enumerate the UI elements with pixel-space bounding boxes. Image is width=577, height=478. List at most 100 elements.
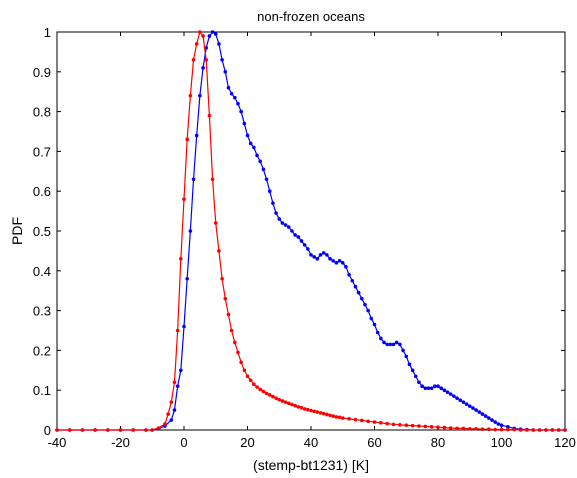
data-point	[118, 428, 123, 432]
data-point	[312, 409, 316, 414]
data-point	[274, 211, 278, 215]
data-point	[347, 417, 351, 421]
data-point	[80, 428, 85, 432]
data-point	[306, 247, 310, 251]
data-point	[340, 261, 345, 265]
data-point	[337, 415, 342, 420]
data-point	[360, 418, 364, 423]
data-point	[280, 221, 285, 225]
data-point	[372, 420, 377, 424]
data-point	[375, 330, 380, 335]
data-point	[156, 426, 161, 430]
data-point	[483, 414, 488, 418]
data-point	[436, 425, 440, 430]
data-point	[290, 402, 294, 407]
data-point	[233, 340, 237, 345]
data-point	[353, 284, 358, 289]
y-tick-label: 0.6	[33, 184, 51, 199]
data-point	[252, 145, 256, 150]
data-point	[293, 233, 297, 237]
x-axis: -40 -20 0 20 40 60 80 100 120	[48, 32, 576, 450]
data-point	[179, 368, 183, 373]
data-point	[182, 197, 186, 201]
x-tick-label: 40	[304, 435, 318, 450]
data-point	[290, 229, 294, 233]
data-point	[280, 399, 285, 403]
data-point	[331, 414, 336, 418]
data-point	[194, 133, 199, 138]
data-point	[356, 290, 361, 295]
y-tick-label: 0.7	[33, 144, 51, 159]
data-point	[506, 427, 510, 432]
data-point	[296, 405, 301, 409]
data-point	[347, 272, 351, 277]
data-point	[226, 85, 231, 90]
data-point	[169, 400, 174, 404]
data-point	[239, 360, 243, 365]
data-point	[198, 30, 202, 34]
data-point	[429, 386, 434, 391]
data-point	[363, 302, 367, 307]
y-tick-label: 0.3	[33, 304, 51, 319]
data-point	[325, 412, 329, 417]
x-tick-label: 80	[431, 435, 445, 450]
data-point	[271, 394, 275, 399]
x-tick-label: 120	[554, 435, 576, 450]
data-point	[220, 276, 224, 281]
data-point	[321, 411, 326, 416]
data-point	[169, 418, 174, 422]
data-point	[299, 239, 304, 243]
data-point	[255, 153, 259, 158]
data-point	[369, 316, 374, 321]
data-point	[563, 428, 567, 432]
data-point	[318, 253, 323, 257]
data-point	[360, 296, 364, 301]
data-point	[461, 400, 466, 404]
data-point	[55, 428, 59, 432]
data-point	[340, 416, 345, 420]
data-point	[309, 253, 313, 257]
y-tick-label: 0.9	[33, 65, 51, 80]
data-point	[182, 324, 186, 329]
data-point	[344, 265, 348, 269]
data-point	[175, 328, 180, 333]
data-point	[455, 396, 459, 400]
data-point	[518, 428, 523, 432]
data-point	[410, 423, 415, 428]
data-point	[236, 350, 240, 355]
data-point	[296, 235, 301, 239]
data-point	[471, 406, 475, 410]
data-point	[233, 95, 237, 100]
data-point	[321, 251, 326, 255]
data-point	[372, 322, 377, 327]
data-point	[458, 398, 463, 402]
data-point	[267, 189, 272, 193]
data-point	[506, 425, 510, 429]
x-tick-label: -20	[111, 435, 130, 450]
data-point	[179, 257, 183, 261]
data-point	[194, 42, 199, 46]
data-point	[467, 427, 472, 431]
data-point	[258, 159, 263, 164]
data-point	[404, 354, 409, 359]
data-point	[188, 93, 193, 98]
data-point	[334, 415, 339, 419]
data-point	[544, 428, 548, 432]
y-axis-label: PDF	[9, 217, 25, 245]
data-point	[480, 427, 485, 432]
data-point	[452, 394, 456, 398]
data-point	[299, 405, 304, 410]
data-point	[448, 392, 453, 396]
data-point	[267, 393, 272, 397]
data-point	[353, 417, 358, 422]
data-point	[499, 427, 504, 432]
data-point	[309, 408, 313, 413]
data-point	[366, 419, 370, 424]
data-point	[318, 411, 323, 415]
data-point	[172, 380, 177, 385]
data-point	[306, 407, 310, 412]
data-point	[445, 390, 450, 394]
data-point	[337, 259, 342, 263]
data-point	[131, 428, 135, 432]
data-point	[426, 386, 431, 391]
